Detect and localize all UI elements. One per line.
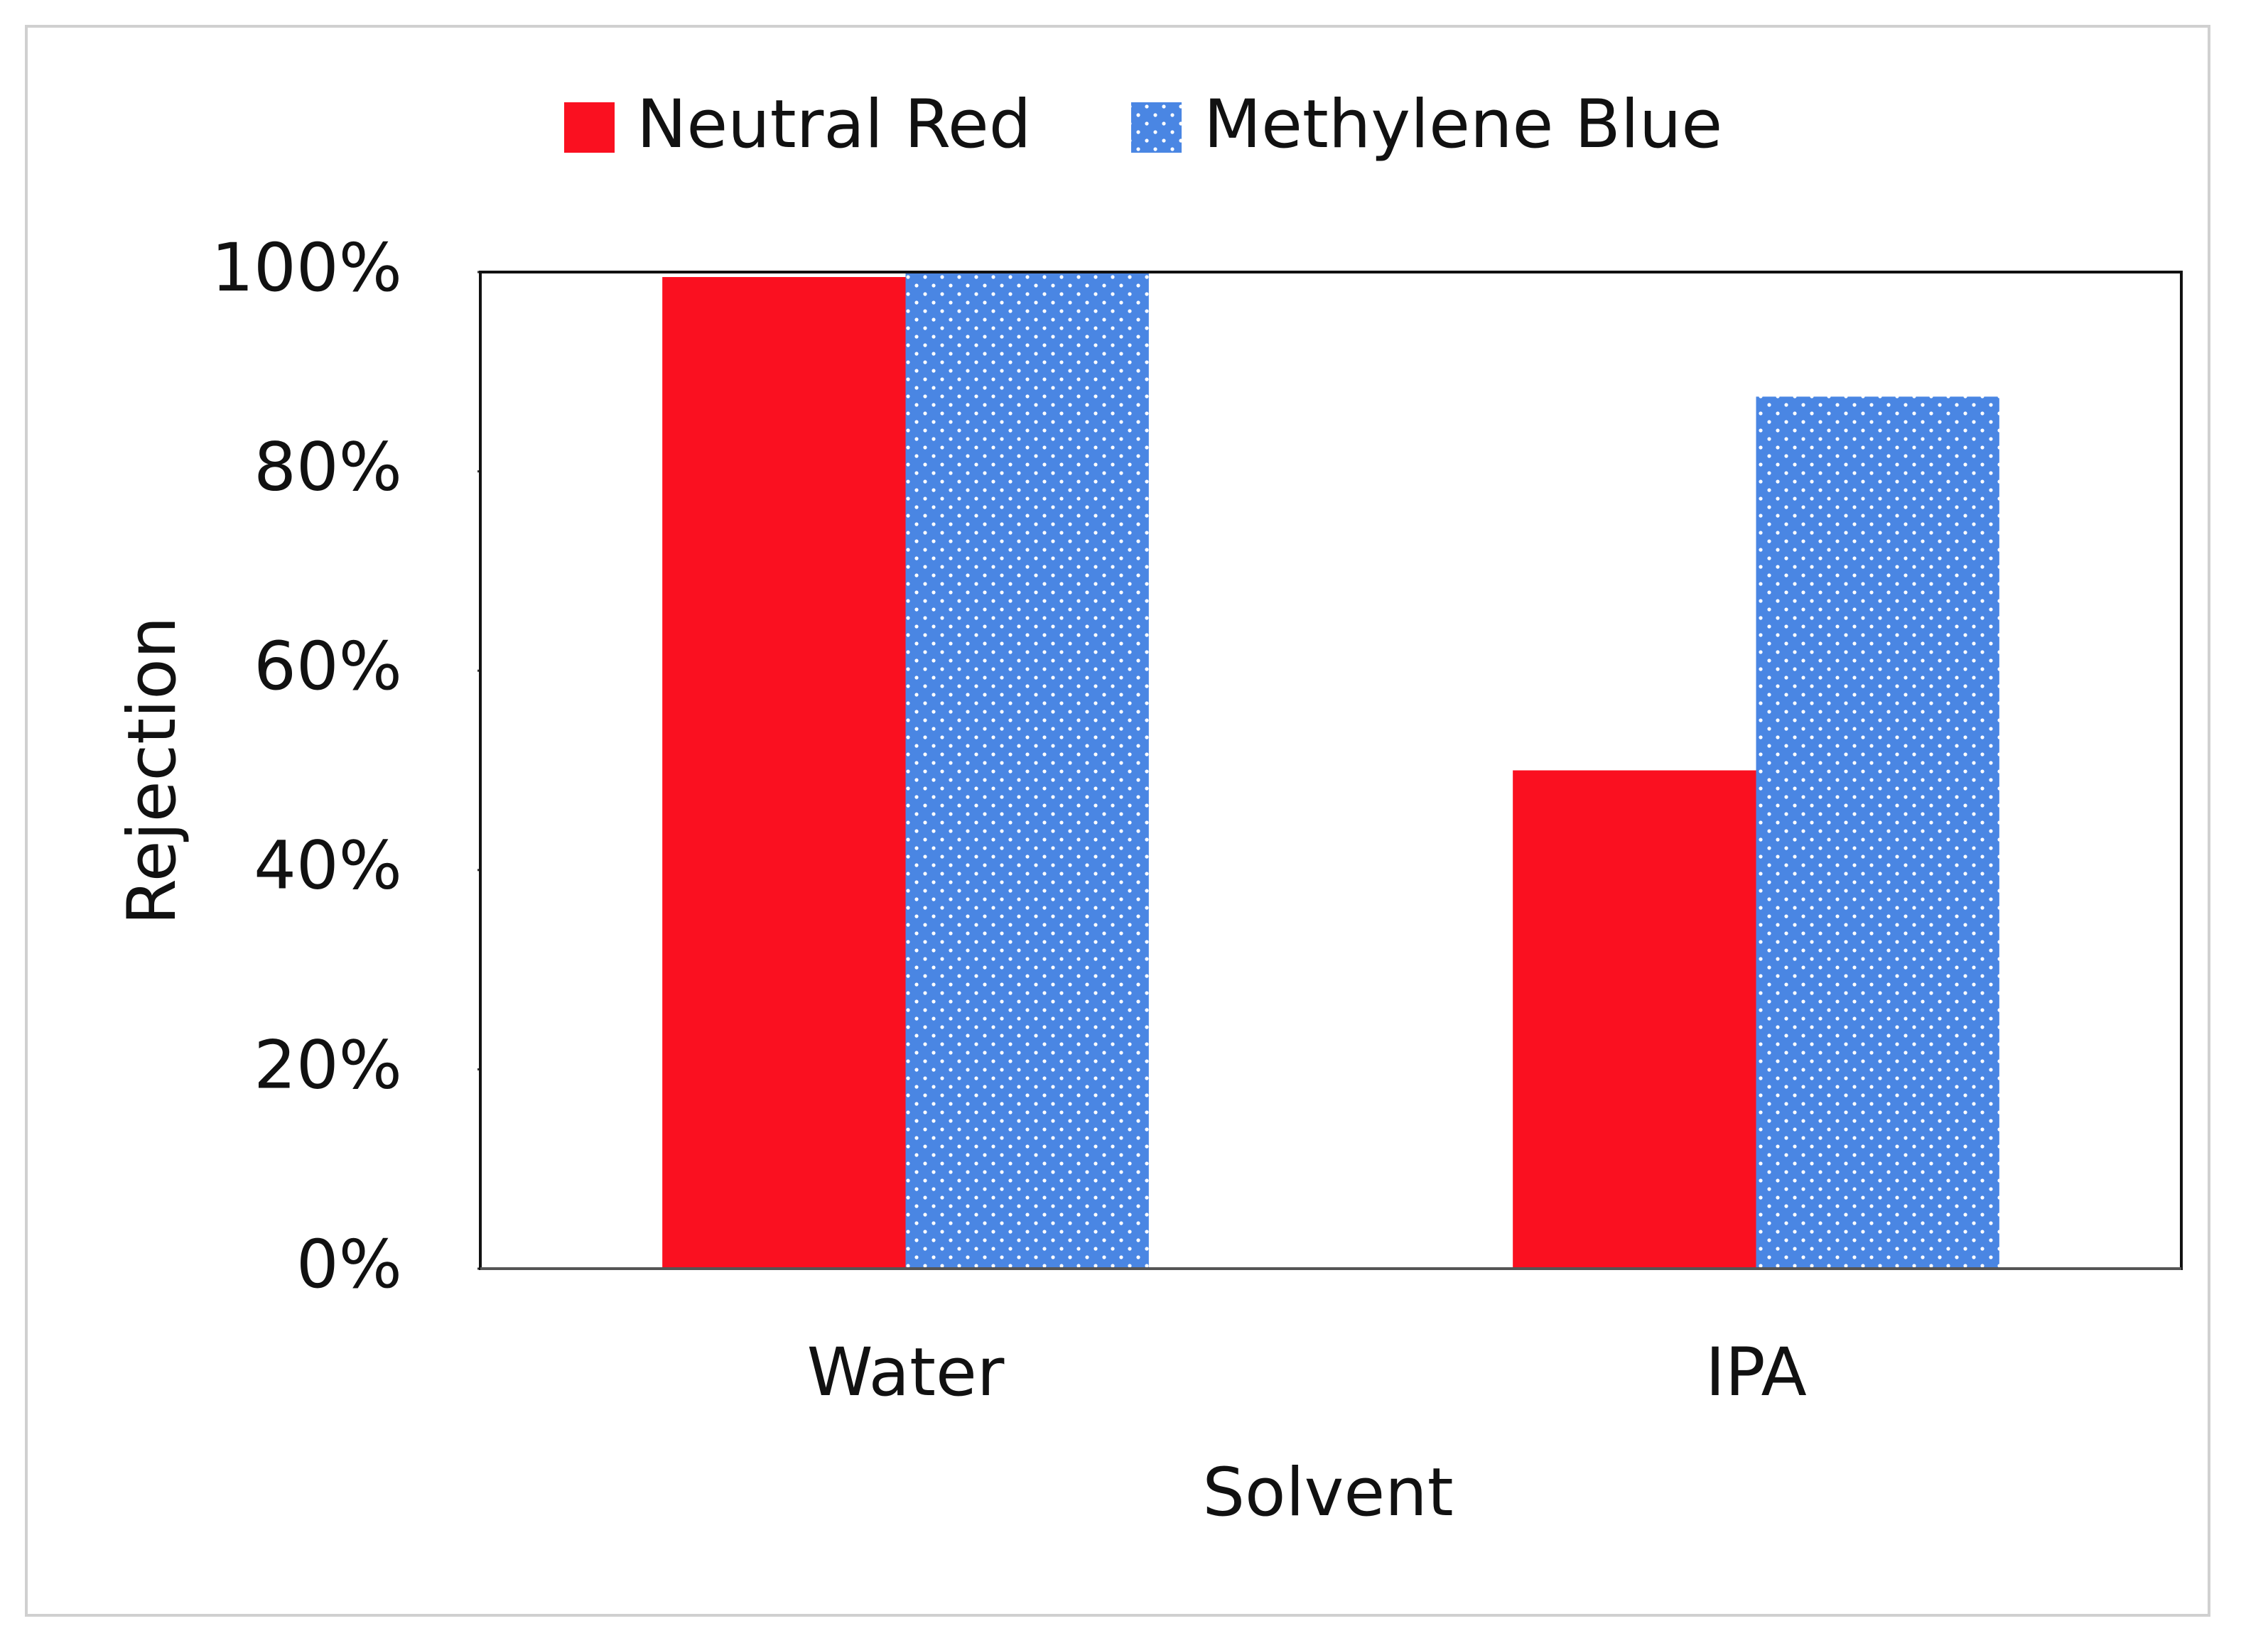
y-tick-label: 20% <box>254 1026 402 1104</box>
y-tick-label: 80% <box>254 428 402 506</box>
bar <box>1513 770 1756 1269</box>
legend-swatch <box>564 102 615 153</box>
legend-swatch <box>1131 102 1182 153</box>
y-tick-label: 60% <box>254 628 402 705</box>
y-tick-label: 100% <box>211 229 402 307</box>
x-tick-label: Water <box>807 1334 1005 1411</box>
y-axis-title: Rejection <box>114 617 191 926</box>
bar <box>1756 396 1999 1269</box>
bar <box>662 277 906 1269</box>
bar <box>905 272 1149 1269</box>
x-tick-label: IPA <box>1705 1334 1807 1411</box>
y-tick-label: 0% <box>296 1226 402 1303</box>
legend-label: Neutral Red <box>637 86 1031 163</box>
y-tick-label: 40% <box>254 828 402 905</box>
legend-label: Methylene Blue <box>1204 86 1722 163</box>
x-axis-title: Solvent <box>1202 1454 1453 1531</box>
